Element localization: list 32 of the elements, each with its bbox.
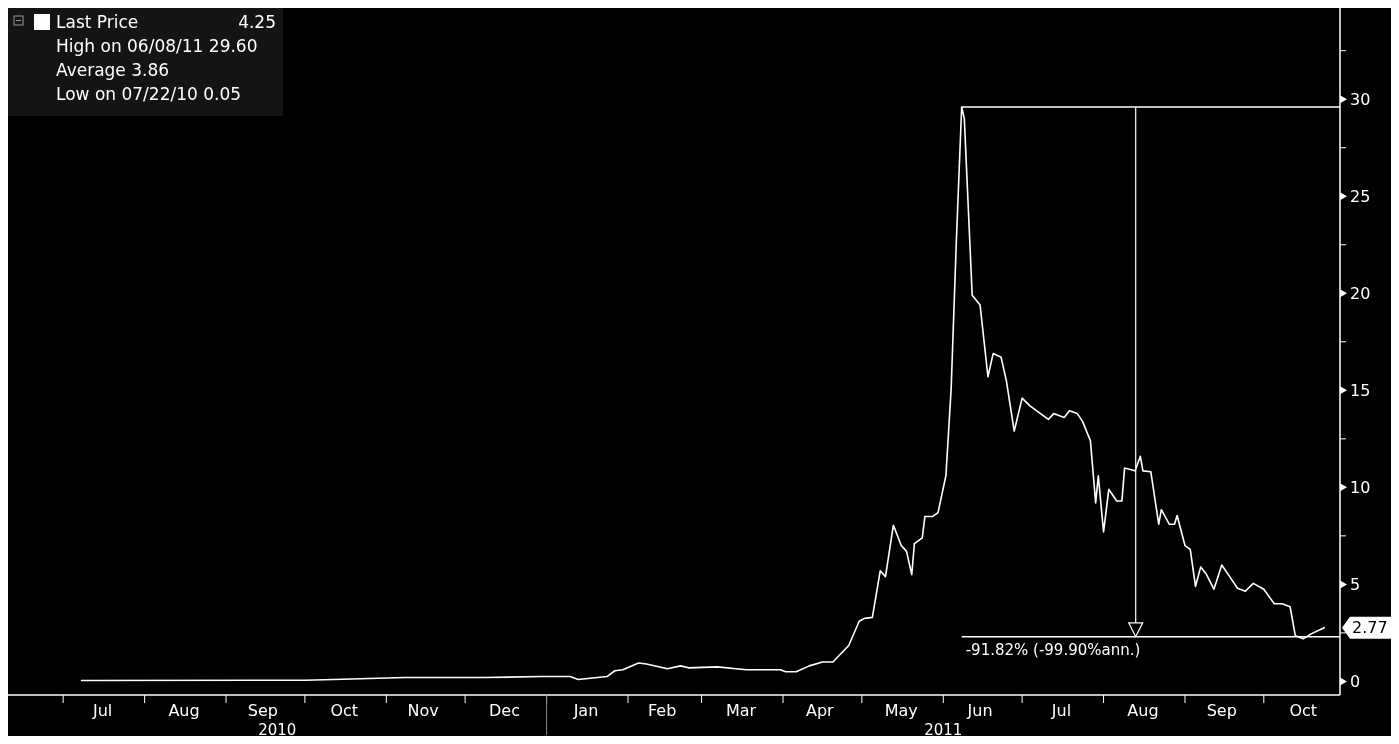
x-tick-label: Nov [407,701,439,720]
x-tick-label: Jul [91,701,113,720]
y-tick-label: 20 [1350,283,1371,303]
x-tick-label: Dec [489,701,521,720]
annotation: Low on 07/22/10 0.05 [56,83,242,104]
legend-label: Last Price [56,11,139,32]
x-tick-label: May [884,701,918,720]
annotation: Average 3.86 [56,59,170,80]
ref-line-label: -91.82% (-99.90%ann.) [965,640,1141,659]
y-tick-label: 5 [1350,574,1361,594]
x-tick-label: Sep [247,701,278,720]
text: 2011 [924,721,963,739]
x-tick-label: Jan [572,701,599,720]
x-tick-label: Jun [966,701,993,720]
x-tick-label: Oct [1289,701,1318,720]
annotation: 4.25 [238,11,276,32]
x-tick-label: Apr [805,701,835,720]
y-tick-label: 30 [1350,89,1371,109]
text: 2010 [258,721,297,739]
annotation: 2.77 [1352,618,1388,638]
x-tick-label: Sep [1206,701,1237,720]
y-tick-label: 25 [1350,186,1371,206]
x-tick-label: Aug [1127,701,1159,720]
x-tick-label: Feb [648,701,677,720]
x-tick-label: Jul [1050,701,1072,720]
x-tick-label: Mar [725,701,757,720]
y-tick-label: 10 [1350,477,1371,497]
y-tick-label: 0 [1350,672,1361,692]
y-tick-label: 15 [1350,380,1371,400]
x-tick-label: Oct [330,701,359,720]
annotation: High on 06/08/11 29.60 [56,35,258,56]
x-tick-label: Aug [168,701,200,720]
